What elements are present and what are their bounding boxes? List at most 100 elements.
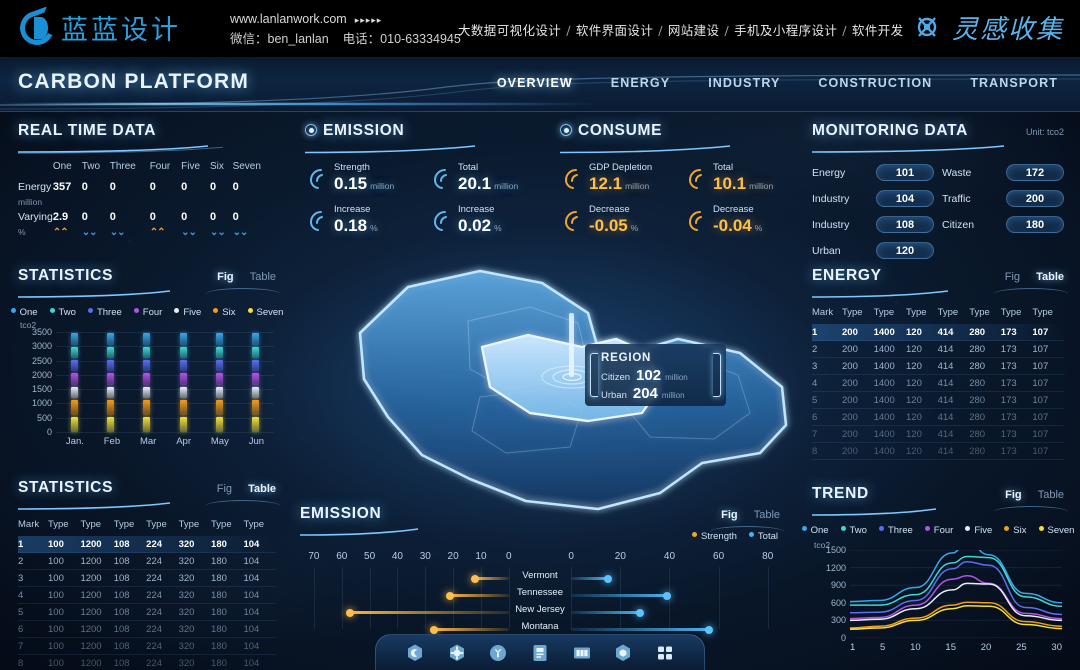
nav-item-overview[interactable]: OVERVIEW (496, 76, 573, 90)
table-cell: 320 (178, 603, 212, 621)
settings-icon[interactable] (447, 643, 467, 663)
table-row[interactable]: 2 100 1200 108 224 320 180 104 (18, 552, 276, 570)
tab-table[interactable]: Table (1036, 271, 1064, 283)
y-tick-label: 0 (46, 427, 52, 437)
tab-fig[interactable]: Fig (721, 509, 738, 521)
chart-icon[interactable] (572, 643, 592, 663)
nav-item-industry[interactable]: INDUSTRY (708, 76, 781, 90)
bar-chart-unit: tco2 (20, 320, 37, 330)
bar-segment-one (252, 332, 260, 345)
tab-fig[interactable]: Fig (1005, 489, 1022, 501)
table-row[interactable]: 5 100 1200 108 224 320 180 104 (18, 603, 276, 621)
nav-item-transport[interactable]: TRANSPORT (970, 76, 1058, 90)
grid-icon[interactable] (655, 643, 675, 663)
trend-line-six (850, 602, 1062, 628)
table-row[interactable]: 7 100 1200 108 224 320 180 104 (18, 637, 276, 655)
nav-item-energy[interactable]: ENERGY (610, 76, 671, 90)
vertical-gridline (480, 567, 482, 629)
table-row[interactable]: 7 200 1400 120 414 280 173 107 (812, 425, 1064, 443)
table-cell: 108 (113, 536, 147, 553)
trend-down-icon: ⌄⌄ (232, 227, 249, 238)
table-row[interactable]: 2 200 1400 120 414 280 173 107 (812, 340, 1064, 358)
bar-segment-four (252, 373, 260, 385)
table-row[interactable]: 1 200 1400 120 414 280 173 107 (812, 324, 1064, 341)
bar-column[interactable] (70, 332, 78, 432)
bar-segment-six (215, 400, 223, 416)
emission-dot-icon (305, 124, 317, 136)
emission-row[interactable]: Montana (300, 620, 780, 637)
tab-table[interactable]: Table (248, 483, 276, 495)
table-cell: 320 (178, 654, 212, 670)
trend-line-four (850, 576, 1062, 619)
analytics-icon[interactable] (488, 643, 508, 663)
bar-segment-six (252, 400, 260, 416)
bar-segment-four (215, 373, 223, 385)
tab-fig[interactable]: Fig (216, 483, 233, 495)
swirl-icon (684, 209, 706, 233)
rtd-energy-3: 0 (149, 181, 156, 193)
nav-item-construction[interactable]: CONSTRUCTION (818, 76, 933, 90)
kpi-label: Decrease (713, 204, 754, 215)
emission-row[interactable]: New Jersey (300, 603, 780, 620)
kpi-unit: % (494, 223, 502, 233)
trend-y-axis: 0 300 600 900 1200 1500 (812, 545, 846, 643)
y-tick-label: 0 (840, 633, 846, 643)
table-cell: 320 (178, 552, 212, 570)
table-cell: 414 (937, 340, 970, 358)
promo-website[interactable]: www.lanlanwork.com (230, 12, 347, 26)
table-row[interactable]: 3 100 1200 108 224 320 180 104 (18, 569, 276, 587)
trend-up-icon: ⌃⌃ (149, 227, 166, 238)
column-header-4: Type (937, 307, 959, 318)
bar-column[interactable] (143, 332, 151, 432)
emission-row[interactable]: Tennessee (300, 586, 780, 603)
legend-seven: Seven (247, 307, 283, 318)
home-icon[interactable] (405, 643, 425, 663)
y-tick-label: 500 (36, 412, 52, 423)
bar-column[interactable] (252, 332, 260, 432)
column-header-7: Type (243, 519, 265, 530)
bar-column[interactable] (215, 332, 223, 432)
bar-column[interactable] (106, 332, 114, 432)
emission-row[interactable]: Vermont (300, 569, 780, 586)
vertical-gridline (397, 567, 399, 629)
bar-segment-four (70, 373, 78, 385)
bar-column[interactable] (179, 332, 187, 432)
column-header-6: Type (1000, 307, 1022, 318)
table-row[interactable]: 5 200 1400 120 414 280 173 107 (812, 391, 1064, 409)
monitoring-unit: Unit: tco2 (1025, 127, 1064, 137)
table-cell: 1400 (873, 374, 906, 392)
rtd-unit-energy: million (18, 197, 43, 207)
rtd-varying-2: 0 (109, 211, 116, 223)
table-cell: 100 (48, 637, 81, 655)
table-row[interactable]: 6 100 1200 108 224 320 180 104 (18, 620, 276, 638)
energy-table[interactable]: Mark Type Type Type Type Type Type Type 1 200 1400… (812, 307, 1064, 460)
table-row[interactable]: 8 100 1200 108 224 320 180 104 (18, 654, 276, 670)
rtd-col-four: Four (149, 161, 171, 172)
tab-table[interactable]: Table (249, 271, 276, 283)
table-cell: 1 (812, 324, 842, 341)
statistics-table[interactable]: Mark Type Type Type Type Type Type Type 1 100 1200… (18, 519, 276, 670)
kpi-value: 20.1 (458, 174, 492, 193)
column-header-5: Type (178, 519, 200, 530)
gridline (56, 417, 274, 419)
table-row[interactable]: 8 200 1400 120 414 280 173 107 (812, 442, 1064, 460)
tab-fig[interactable]: Fig (217, 271, 234, 283)
table-row[interactable]: 6 200 1400 120 414 280 173 107 (812, 408, 1064, 426)
bar-chart-y-axis: 0 500 1000 1500 2000 2500 3000 3500 (18, 327, 52, 437)
emission-kpi-grid: Strength 0.15 million Total 20.1 million I… (305, 162, 543, 238)
table-row[interactable]: 1 100 1200 108 224 320 180 104 (18, 536, 276, 553)
kpi-emission-strength: Strength 0.15 million (305, 162, 419, 196)
table-cell: 173 (1000, 425, 1033, 443)
mon-value-citizen: 180 (1006, 216, 1064, 233)
tab-table[interactable]: Table (1037, 489, 1064, 501)
table-row[interactable]: 4 100 1200 108 224 320 180 104 (18, 586, 276, 604)
table-row[interactable]: 4 200 1400 120 414 280 173 107 (812, 374, 1064, 392)
table-row[interactable]: 3 200 1400 120 414 280 173 107 (812, 357, 1064, 375)
report-icon[interactable] (530, 643, 550, 663)
layers-icon[interactable] (613, 643, 633, 663)
tab-fig[interactable]: Fig (1004, 271, 1021, 283)
tab-underline-decoration (710, 526, 784, 533)
tab-table[interactable]: Table (753, 509, 780, 521)
table-cell: 104 (243, 536, 276, 553)
table-cell: 108 (113, 637, 147, 655)
